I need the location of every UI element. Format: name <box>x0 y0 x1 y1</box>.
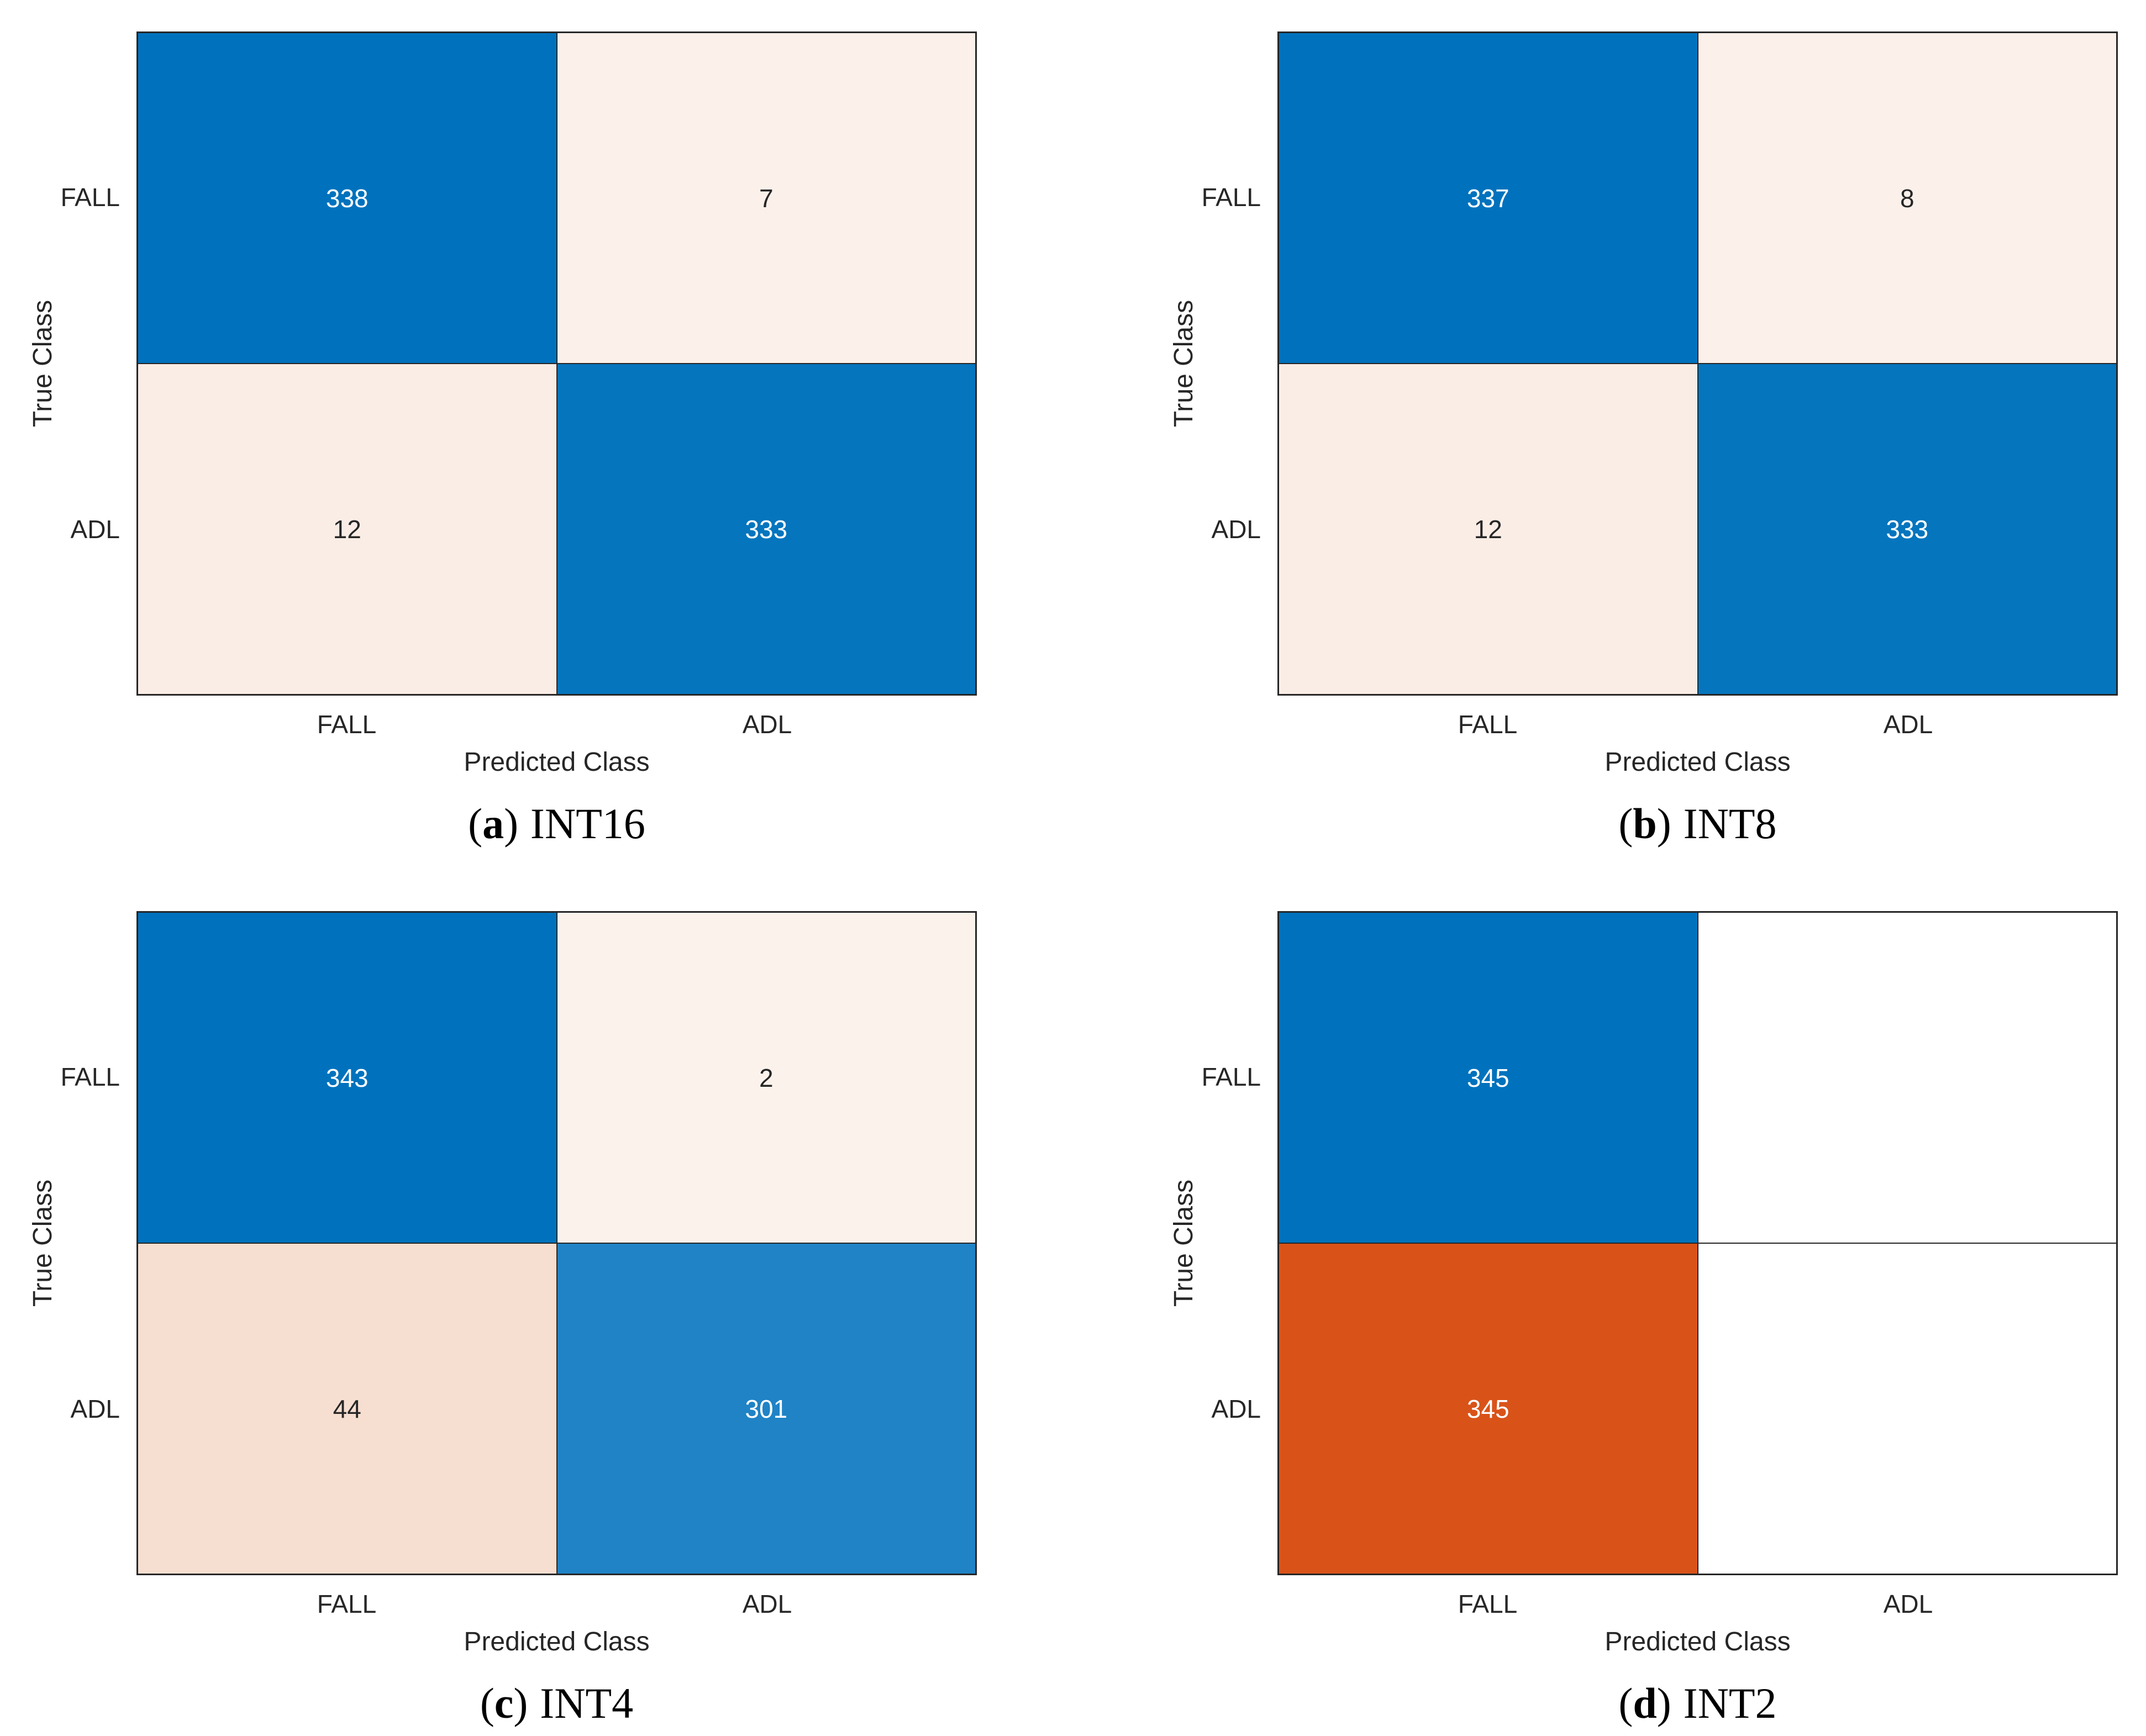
caption-paren: ) <box>1656 1679 1671 1727</box>
caption-letter: d <box>1633 1679 1657 1727</box>
x-axis-label: Predicted Class <box>1605 748 1791 777</box>
cell-true-adl-pred-fall: 12 <box>1279 364 1697 694</box>
caption-letter: c <box>494 1679 514 1727</box>
x-axis-label: Predicted Class <box>1605 1627 1791 1656</box>
panel-int4: True Class FALL ADL 343 2 44 301 FALL AD… <box>0 880 1005 1736</box>
caption-paren: ) <box>1656 799 1671 848</box>
confusion-matrix-d: 345 345 <box>1277 911 2118 1575</box>
cell-true-adl-pred-fall: 345 <box>1279 1244 1697 1574</box>
x-tick-fall: FALL <box>1458 1590 1518 1618</box>
confusion-matrix-c: 343 2 44 301 <box>136 911 977 1575</box>
cell-true-adl-pred-adl: 333 <box>1698 364 2116 694</box>
subfigure-caption: (d) INT2 <box>1277 1678 2118 1729</box>
y-tick-fall: FALL <box>60 1062 120 1091</box>
caption-paren: ( <box>1618 1679 1633 1727</box>
cell-true-fall-pred-fall: 337 <box>1279 33 1697 363</box>
cell-true-fall-pred-adl: 2 <box>557 913 975 1243</box>
caption-paren: ) <box>504 799 519 848</box>
cell-true-adl-pred-fall: 44 <box>138 1244 556 1574</box>
cell-true-fall-pred-adl: 8 <box>1698 33 2116 363</box>
cell-true-fall-pred-fall: 345 <box>1279 913 1697 1243</box>
caption-paren: ( <box>1618 799 1633 848</box>
y-tick-adl: ADL <box>1211 515 1261 544</box>
caption-letter: b <box>1633 799 1657 848</box>
cell-true-fall-pred-fall: 338 <box>138 33 556 363</box>
caption-label: INT4 <box>540 1679 634 1727</box>
panel-int2: True Class FALL ADL 345 345 FALL ADL Pre… <box>1141 880 2146 1736</box>
y-tick-fall: FALL <box>60 183 120 212</box>
cell-true-adl-pred-adl <box>1698 1244 2116 1574</box>
x-tick-fall: FALL <box>317 1590 377 1618</box>
cell-true-fall-pred-adl: 7 <box>557 33 975 363</box>
confusion-matrix-a: 338 7 12 333 <box>136 31 977 696</box>
y-tick-adl: ADL <box>70 1395 120 1423</box>
caption-label: INT2 <box>1683 1679 1777 1727</box>
subfigure-caption: (b) INT8 <box>1277 798 2118 849</box>
y-axis-label: True Class <box>28 299 57 428</box>
cell-true-fall-pred-adl <box>1698 913 2116 1243</box>
panel-int8: True Class FALL ADL 337 8 12 333 FALL AD… <box>1141 0 2146 856</box>
caption-paren: ( <box>480 1679 495 1727</box>
y-tick-adl: ADL <box>70 515 120 544</box>
caption-paren: ) <box>513 1679 528 1727</box>
cell-true-fall-pred-fall: 343 <box>138 913 556 1243</box>
y-tick-fall: FALL <box>1201 1062 1261 1091</box>
x-axis-label: Predicted Class <box>464 1627 650 1656</box>
caption-paren: ( <box>468 799 483 848</box>
panel-int16: True Class FALL ADL 338 7 12 333 FALL AD… <box>0 0 1005 856</box>
y-axis-label: True Class <box>1169 1179 1198 1307</box>
cell-true-adl-pred-adl: 301 <box>557 1244 975 1574</box>
y-tick-fall: FALL <box>1201 183 1261 212</box>
subfigure-caption: (c) INT4 <box>136 1678 977 1729</box>
y-axis-label: True Class <box>28 1179 57 1307</box>
x-tick-adl: ADL <box>1883 710 1933 739</box>
x-tick-adl: ADL <box>742 710 792 739</box>
y-axis-label: True Class <box>1169 299 1198 428</box>
x-axis-label: Predicted Class <box>464 748 650 777</box>
cell-true-adl-pred-adl: 333 <box>557 364 975 694</box>
caption-label: INT8 <box>1683 799 1777 848</box>
caption-letter: a <box>482 799 504 848</box>
x-tick-adl: ADL <box>742 1590 792 1618</box>
y-tick-adl: ADL <box>1211 1395 1261 1423</box>
x-tick-adl: ADL <box>1883 1590 1933 1618</box>
cell-true-adl-pred-fall: 12 <box>138 364 556 694</box>
confusion-matrix-b: 337 8 12 333 <box>1277 31 2118 696</box>
x-tick-fall: FALL <box>317 710 377 739</box>
caption-label: INT16 <box>530 799 645 848</box>
x-tick-fall: FALL <box>1458 710 1518 739</box>
subfigure-caption: (a) INT16 <box>136 798 977 849</box>
